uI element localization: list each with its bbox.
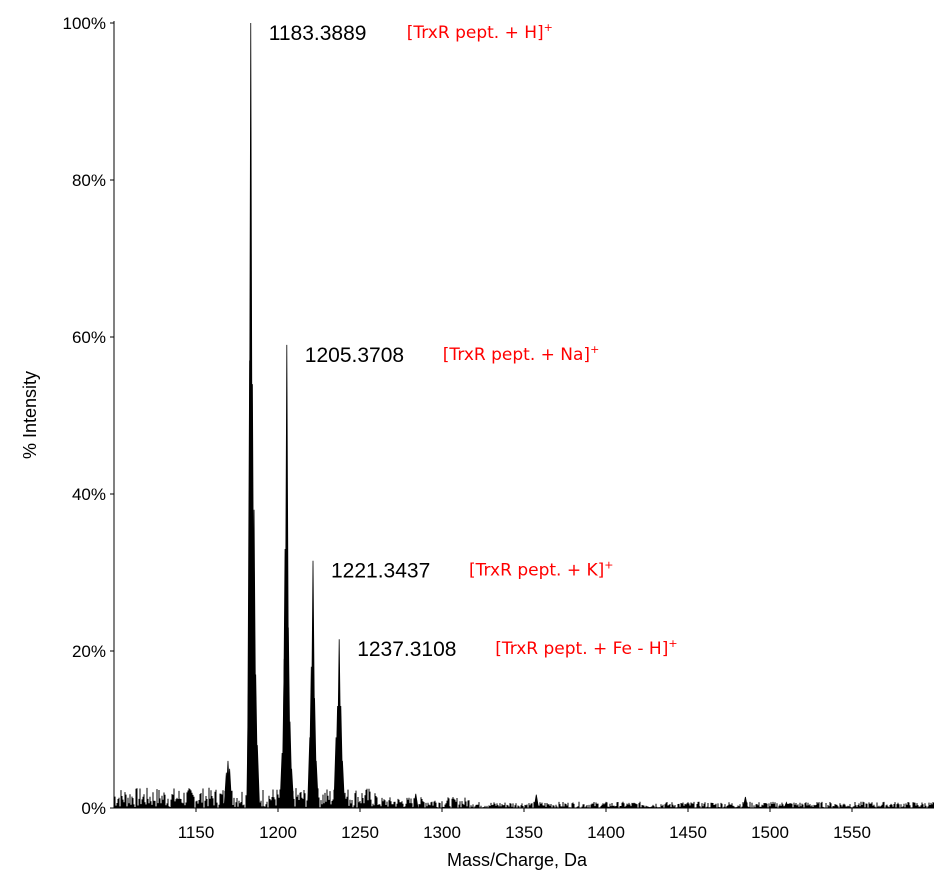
peak-mz-label: 1183.3889 [269,22,367,45]
y-tick-label: 20% [72,642,106,661]
ion-formula: [TrxR pept. + Na] [443,345,590,365]
y-tick-label: 80% [72,171,106,190]
noise-trace [113,787,934,808]
x-tick-label: 1250 [341,823,379,842]
ion-formula: [TrxR pept. + K] [469,561,604,581]
y-tick-label: 0% [81,799,106,818]
ion-charge: + [590,343,599,356]
axes [113,21,934,809]
ion-charge: + [604,559,613,572]
y-axis-title: % Intensity [20,371,40,459]
peak-ion-label: [TrxR pept. + Fe - H]+ [495,637,677,659]
peak-mz-label: 1205.3708 [305,344,404,367]
x-tick-label: 1150 [178,823,215,842]
x-tick-label: 1500 [751,823,789,842]
peak-ion-label: [TrxR pept. + K]+ [469,559,614,581]
x-tick-label: 1450 [669,823,707,842]
peak-29 [533,794,539,809]
x-axis-title: Mass/Charge, Da [447,850,588,870]
peak-ion-label: [TrxR pept. + H]+ [407,21,553,43]
x-tick-label: 1200 [259,823,297,842]
ion-formula: [TrxR pept. + H] [407,23,544,43]
tick-labels: 0% 20% 40% 60% 80% 100% 1150 1200 1250 1300 1350 14… [63,14,871,842]
y-tick-label: 100% [63,14,106,33]
peak-mz-label: 1237.3108 [357,638,456,661]
ion-charge: + [544,21,553,34]
peak-ion-label: [TrxR pept. + Na]+ [443,343,599,365]
x-tick-label: 1350 [505,823,543,842]
y-tick-label: 40% [72,485,106,504]
ion-formula: [TrxR pept. + Fe - H] [495,639,668,659]
ion-charge: + [668,637,677,650]
x-tick-label: 1550 [833,823,871,842]
y-tick-label: 60% [72,328,106,347]
peak-mz-label: 1221.3437 [331,560,430,583]
x-tick-label: 1400 [587,823,625,842]
peak-annotations: 1183.3889 [TrxR pept. + H]+1205.3708 [TrxR… [269,21,678,661]
spectrum-peaks [223,22,790,809]
baseline-noise [113,787,934,808]
x-tick-label: 1300 [423,823,461,842]
